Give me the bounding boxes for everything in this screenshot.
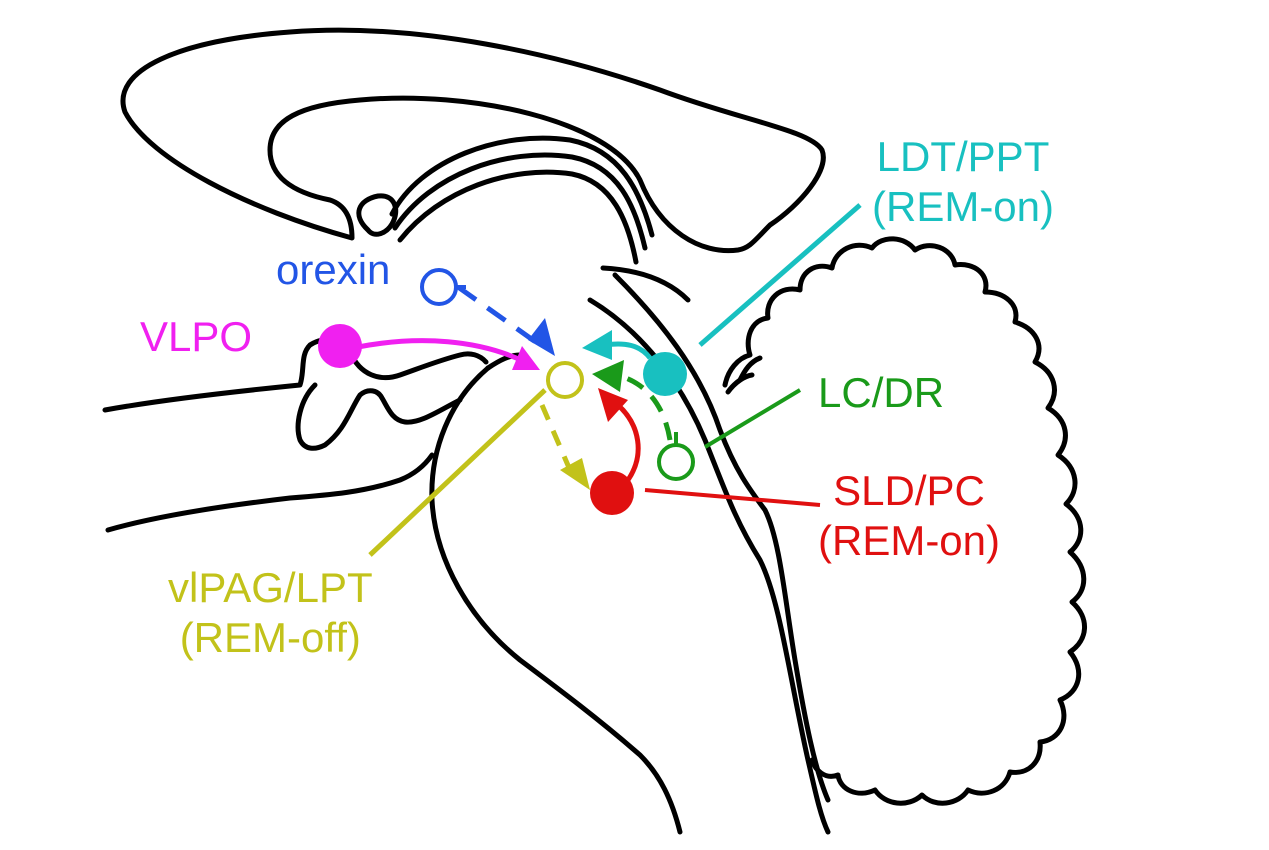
- fiber-arc-3: [397, 169, 639, 265]
- node-sld-pc: [590, 471, 634, 515]
- thalamus-line: [600, 265, 691, 303]
- cortex-outline: [120, 27, 826, 254]
- cerebellum-fold: [725, 355, 763, 395]
- label-sld-pc: SLD/PC (REM-on): [818, 466, 1000, 566]
- label-vlpag-lpt-line1: vlPAG/LPT: [168, 564, 373, 611]
- arrowhead-vlpag-to-sld: [560, 458, 590, 490]
- brainstem-anterior: [587, 297, 831, 835]
- connection-vlpag-line: [539, 404, 573, 471]
- arrowhead-ldt-to-vlpag: [582, 330, 612, 360]
- label-vlpo: VLPO: [140, 313, 253, 360]
- arrowhead-lcdr-to-vlpag: [592, 360, 624, 392]
- node-orexin-circle: [420, 268, 458, 306]
- label-ldt-ppt: LDT/PPT (REM-on): [872, 132, 1054, 232]
- label-sld-pc-line1: SLD/PC: [833, 467, 985, 514]
- leader-lc-dr: [703, 388, 802, 449]
- cerebellum-outline: [722, 236, 1087, 806]
- connections: [357, 284, 673, 490]
- label-ldt-ppt-line2: (REM-on): [872, 183, 1055, 230]
- hypothalamus-loop: [295, 382, 463, 451]
- connection-vlpag-to-sld: [539, 404, 590, 490]
- node-ldt-ppt: [643, 352, 687, 396]
- connection-vlpo-line: [357, 338, 527, 365]
- brain-outline: [102, 27, 1087, 835]
- node-vlpag-lpt: [546, 361, 584, 399]
- label-sld-pc-line2: (REM-on): [818, 517, 1001, 564]
- nodes: [318, 268, 695, 515]
- connection-sld-to-vlpag: [598, 388, 641, 482]
- brain-base: [105, 452, 435, 533]
- label-lc-dr: LC/DR: [818, 369, 945, 416]
- connection-vlpo-to-vlpag: [357, 338, 540, 370]
- arrowhead-orexin-to-vlpag: [528, 318, 555, 356]
- label-vlpag-lpt-line2: (REM-off): [179, 614, 361, 661]
- connection-ldt-to-vlpag: [582, 330, 652, 360]
- label-ldt-ppt-line1: LDT/PPT: [876, 133, 1050, 180]
- connection-lcdr-to-vlpag: [592, 360, 673, 441]
- arrowhead-vlpo-to-vlpag: [512, 346, 540, 370]
- label-leader-lines: [368, 203, 862, 557]
- connection-orexin-line: [456, 284, 542, 348]
- node-vlpo: [318, 324, 362, 368]
- fiber-arc-1: [389, 135, 655, 238]
- leader-ldt-ppt: [698, 203, 862, 347]
- midbrain-bridge: [485, 352, 523, 371]
- leader-vlpag-lpt: [368, 388, 547, 557]
- label-orexin: orexin: [276, 246, 391, 293]
- pons-ventral: [429, 365, 683, 835]
- connection-lcdr-line: [619, 373, 673, 441]
- connection-orexin-to-vlpag: [456, 284, 555, 356]
- connection-sld-line: [616, 403, 641, 482]
- node-orexin: [420, 268, 466, 306]
- label-vlpag-lpt: vlPAG/LPT (REM-off): [168, 563, 373, 663]
- brainstem-posterior: [612, 272, 831, 803]
- leader-sld-pc: [644, 488, 821, 507]
- node-lc-dr: [657, 432, 695, 481]
- fiber-arc-2: [392, 152, 648, 251]
- node-lc-dr-circle: [657, 443, 695, 481]
- fornix-loop: [356, 193, 399, 237]
- arrowhead-sld-to-vlpag: [598, 388, 628, 422]
